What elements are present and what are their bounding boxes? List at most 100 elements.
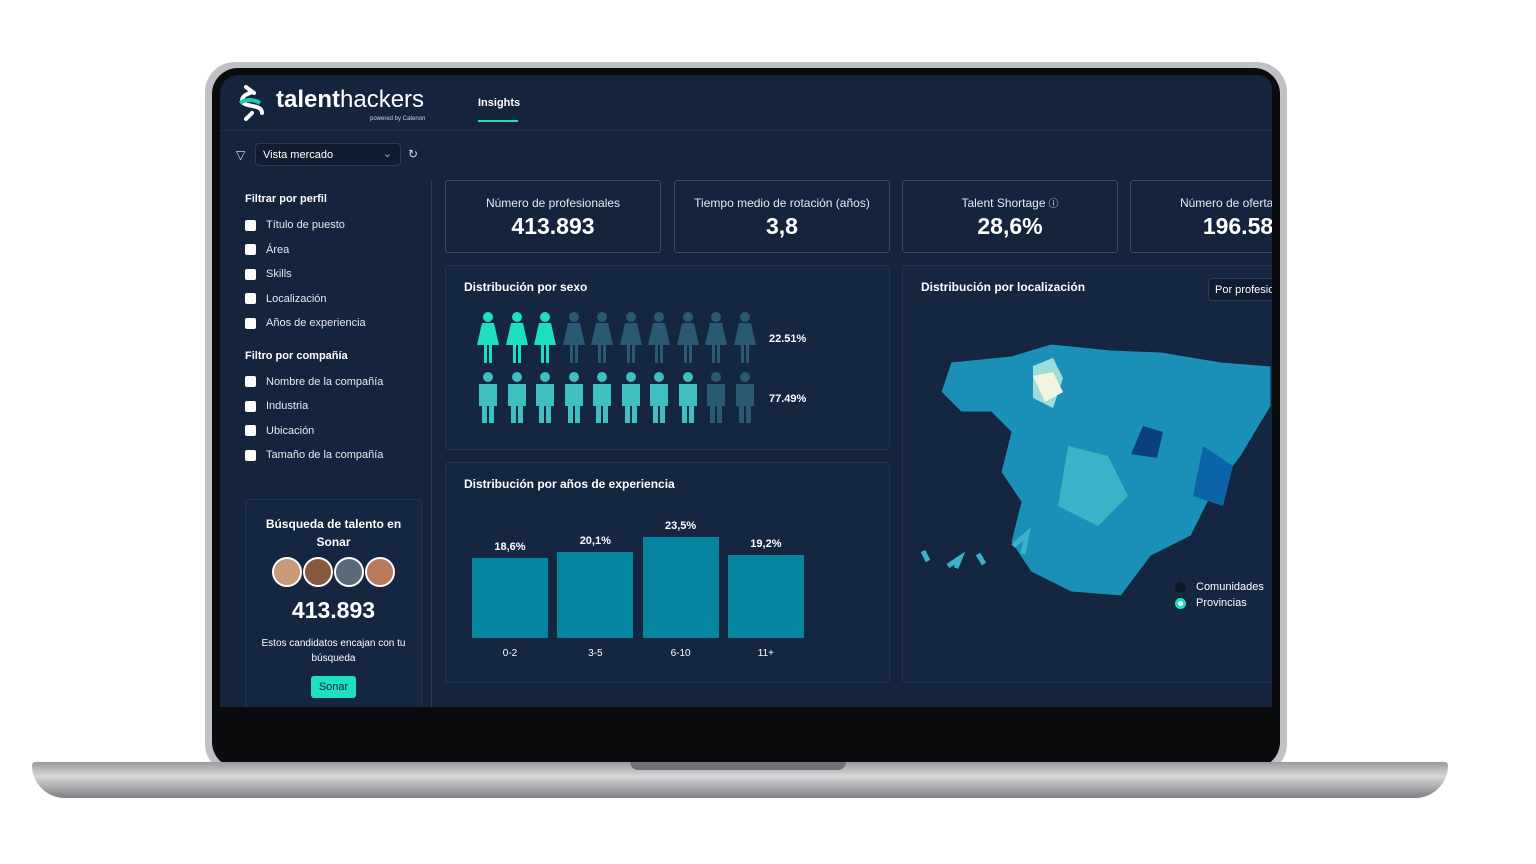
kpi-card: Talent Shortage ⓘ 28,6% bbox=[902, 180, 1118, 253]
refresh-icon[interactable]: ↻ bbox=[408, 147, 419, 161]
checkbox-icon bbox=[245, 268, 256, 280]
sonar-button[interactable]: Sonar bbox=[310, 676, 357, 698]
man-icon bbox=[704, 371, 728, 425]
avatar bbox=[303, 557, 333, 587]
checkbox-icon bbox=[245, 317, 256, 329]
tab-insights[interactable]: Insights bbox=[478, 97, 521, 109]
logo-icon bbox=[238, 85, 264, 121]
man-icon bbox=[562, 371, 586, 425]
candidate-avatars bbox=[246, 557, 421, 587]
filter-checkbox[interactable]: Nombre de la compañía bbox=[245, 370, 415, 395]
spain-map bbox=[920, 343, 1272, 597]
radio-selected-icon bbox=[1175, 597, 1186, 609]
x-tick-label: 0-2 bbox=[502, 648, 518, 659]
gender-title: Distribución por sexo bbox=[464, 280, 588, 294]
brand-tagline: powered by Catenon bbox=[370, 116, 426, 122]
sonar-description: Estos candidatos encajan con tu búsqueda bbox=[261, 638, 406, 664]
woman-icon bbox=[704, 311, 728, 365]
gender-percent: 22.51% bbox=[769, 333, 807, 345]
filter-checkbox[interactable]: Años de experiencia bbox=[245, 311, 415, 336]
legend-comunidades[interactable]: Comunidades bbox=[1175, 579, 1264, 595]
filter-checkbox[interactable]: Tamaño de la compañía bbox=[245, 443, 415, 468]
bar[interactable] bbox=[557, 551, 634, 638]
map-region bbox=[1193, 446, 1233, 506]
gender-panel: Distribución por sexo 22.51% 77.49% bbox=[445, 265, 890, 450]
sonar-title: Búsqueda de talento en Sonar bbox=[265, 517, 402, 549]
bar-data-label: 18,6% bbox=[494, 541, 526, 554]
funnel-icon[interactable]: ▽ bbox=[236, 148, 246, 162]
company-filter-heading: Filtro por compañía bbox=[245, 349, 348, 362]
info-icon[interactable]: ⓘ bbox=[1048, 199, 1059, 210]
filter-label: Ubicación bbox=[266, 424, 315, 437]
checkbox-icon bbox=[245, 449, 256, 461]
profile-filter-heading: Filtrar por perfil bbox=[245, 193, 327, 205]
filter-checkbox[interactable]: Ubicación bbox=[245, 419, 415, 444]
sidebar-divider bbox=[431, 180, 432, 707]
kpi-label-text: Tiempo medio de rotación (años) bbox=[694, 196, 870, 210]
man-icon bbox=[505, 371, 529, 425]
filter-label: Años de experiencia bbox=[266, 317, 366, 330]
avatar bbox=[365, 557, 395, 587]
avatar bbox=[334, 557, 364, 587]
dashboard-screen: talenthackers powered by Catenon Insight… bbox=[220, 75, 1272, 707]
woman-icon bbox=[533, 311, 557, 365]
kpi-label: Número de ofertas de bbox=[1131, 196, 1272, 210]
map-region-madrid bbox=[1131, 426, 1163, 458]
legend-label: Comunidades bbox=[1196, 581, 1264, 593]
bar-data-label: 19,2% bbox=[750, 538, 782, 551]
top-header: talenthackers powered by Catenon Insight… bbox=[220, 75, 1272, 131]
bar-data-label: 20,1% bbox=[579, 534, 611, 547]
legend-provincias[interactable]: Provincias bbox=[1175, 595, 1264, 611]
man-icon bbox=[533, 371, 557, 425]
map-region bbox=[1058, 446, 1128, 526]
radio-icon bbox=[1175, 581, 1186, 593]
location-title: Distribución por localización bbox=[921, 280, 1086, 294]
filter-checkbox[interactable]: Título de puesto bbox=[245, 213, 415, 238]
checkbox-icon bbox=[245, 425, 256, 437]
kpi-label: Tiempo medio de rotación (años) bbox=[675, 196, 889, 210]
bar[interactable] bbox=[727, 555, 804, 638]
x-tick-label: 3-5 bbox=[588, 648, 603, 659]
man-icon bbox=[676, 371, 700, 425]
filter-label: Localización bbox=[266, 292, 327, 305]
laptop-notch bbox=[630, 762, 846, 770]
bar[interactable] bbox=[472, 558, 548, 638]
bar-data-label: 23,5% bbox=[664, 519, 697, 532]
view-select[interactable]: Vista mercado ⌄ bbox=[255, 143, 401, 166]
filter-checkbox[interactable]: Industria bbox=[245, 394, 415, 419]
map-canary-islands bbox=[920, 527, 1031, 569]
man-icon bbox=[590, 371, 614, 425]
sonar-count: 413.893 bbox=[291, 597, 376, 623]
location-mode-select[interactable]: Por profesio bbox=[1208, 278, 1272, 301]
man-icon bbox=[476, 371, 500, 425]
gender-percent: 77.49% bbox=[769, 393, 807, 405]
kpi-value: 196.58 bbox=[1202, 213, 1272, 239]
woman-icon bbox=[562, 311, 586, 365]
filter-checkbox[interactable]: Skills bbox=[245, 262, 415, 287]
woman-icon bbox=[619, 311, 643, 365]
kpi-value: 413.893 bbox=[511, 213, 595, 239]
sonar-card: Búsqueda de talento en Sonar 413.893 Est… bbox=[245, 499, 422, 707]
filter-label: Área bbox=[266, 243, 290, 256]
map-legend: Comunidades Provincias bbox=[1175, 579, 1264, 611]
chevron-down-icon: ⌄ bbox=[382, 148, 392, 160]
kpi-label-text: Número de ofertas de bbox=[1179, 196, 1272, 210]
brand-name: talenthackers bbox=[276, 86, 425, 113]
checkbox-icon bbox=[245, 244, 256, 256]
man-icon bbox=[619, 371, 643, 425]
checkbox-icon bbox=[245, 400, 256, 412]
kpi-label-text: Talent Shortage bbox=[961, 196, 1046, 210]
kpi-label-text: Número de profesionales bbox=[485, 196, 621, 210]
bar[interactable] bbox=[642, 536, 719, 638]
filter-checkbox[interactable]: Localización bbox=[245, 287, 415, 312]
location-panel: Distribución por localización Por profes… bbox=[902, 265, 1272, 683]
filter-label: Industria bbox=[266, 400, 309, 413]
filter-checkbox[interactable]: Área bbox=[245, 238, 415, 263]
woman-icon bbox=[733, 311, 757, 365]
kpi-card: Número de ofertas de 196.58 bbox=[1130, 180, 1272, 253]
checkbox-icon bbox=[245, 293, 256, 305]
checkbox-icon bbox=[245, 219, 256, 231]
kpi-value: 28,6% bbox=[977, 213, 1043, 239]
experience-title: Distribución por años de experiencia bbox=[464, 477, 675, 491]
woman-icon bbox=[590, 311, 614, 365]
